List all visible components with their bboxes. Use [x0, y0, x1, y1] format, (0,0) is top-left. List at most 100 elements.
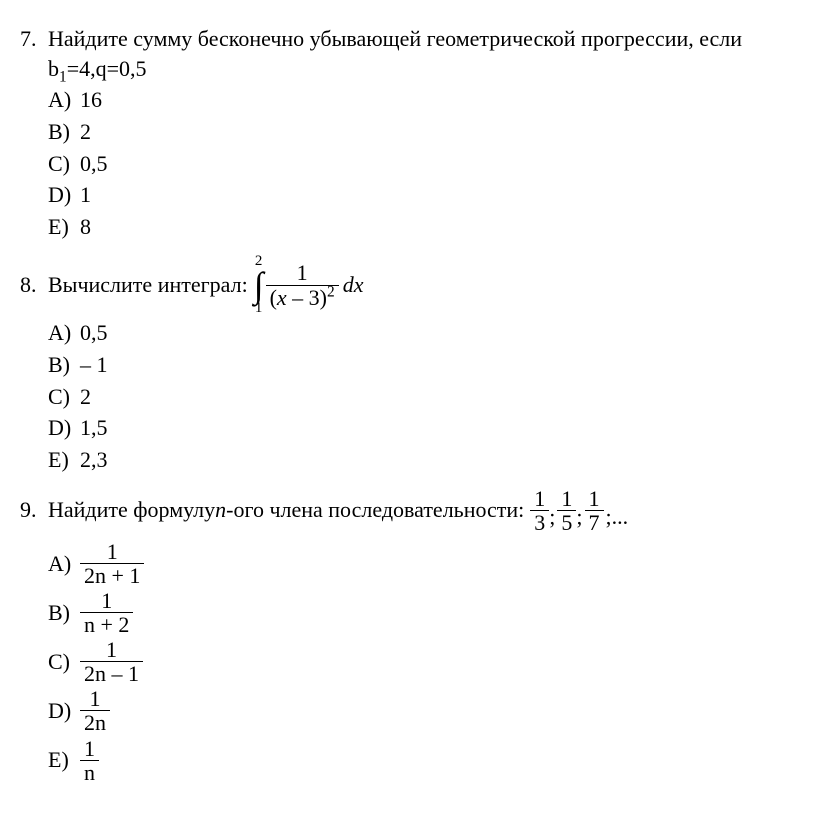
- den-pow: 2: [327, 283, 335, 300]
- option-7-B: B) 2: [48, 117, 796, 147]
- option-value: 2: [80, 117, 91, 147]
- option-7-D: D) 1: [48, 180, 796, 210]
- option-fraction: 1 n: [80, 737, 99, 784]
- sequence-separator: ;: [576, 502, 584, 532]
- page: 7. Найдите сумму бесконечно убывающей ге…: [0, 0, 816, 816]
- question-7-options: A) 16 B) 2 C) 0,5 D) 1 E) 8: [48, 85, 796, 241]
- option-value: – 1: [80, 350, 108, 380]
- option-8-B: B) – 1: [48, 350, 796, 380]
- question-9: 9. Найдите формулу n -ого члена последов…: [20, 487, 796, 784]
- seq-term-2: 1 5: [557, 487, 576, 534]
- option-8-D: D) 1,5: [48, 413, 796, 443]
- option-label: E): [48, 445, 80, 475]
- option-label: C): [48, 149, 80, 179]
- option-value: 1: [80, 180, 91, 210]
- fraction-numerator: 1: [266, 261, 339, 284]
- sequence: 1 3 ; 1 5 ; 1 7 ;...: [530, 487, 630, 534]
- fraction-denominator: 7: [585, 510, 604, 534]
- question-number: 9.: [20, 495, 48, 525]
- b-rest: =4,q=0,5: [67, 56, 147, 81]
- fraction-denominator: 2n + 1: [80, 563, 144, 587]
- question-text-after: -ого члена последовательности:: [226, 495, 524, 525]
- option-value: 1,5: [80, 413, 108, 443]
- b-var: b: [48, 56, 59, 81]
- fraction-numerator: 1: [80, 540, 144, 563]
- den-mid: – 3): [287, 285, 327, 310]
- option-label: D): [48, 413, 80, 443]
- option-label: B): [48, 117, 80, 147]
- option-label: B): [48, 598, 80, 628]
- fraction-denominator: 3: [530, 510, 549, 534]
- question-text-row: Вычислите интеграл: 2 ∫ 1 1 (x – 3)2 dx: [48, 254, 796, 316]
- integral-dx: dx: [343, 270, 364, 300]
- fraction-denominator: 2n: [80, 710, 110, 734]
- fraction-numerator: 1: [557, 487, 576, 510]
- option-fraction: 1 2n + 1: [80, 540, 144, 587]
- fraction-denominator: (x – 3)2: [266, 285, 339, 309]
- fraction-numerator: 1: [530, 487, 549, 510]
- option-8-E: E) 2,3: [48, 445, 796, 475]
- option-label: D): [48, 696, 80, 726]
- option-8-C: C) 2: [48, 382, 796, 412]
- option-9-A: A) 1 2n + 1: [48, 540, 796, 587]
- den-left: (: [270, 285, 277, 310]
- option-label: A): [48, 85, 80, 115]
- fraction-denominator: n: [80, 760, 99, 784]
- question-number: 7.: [20, 24, 48, 54]
- fraction-numerator: 1: [585, 487, 604, 510]
- fraction-numerator: 1: [80, 638, 143, 661]
- n-variable: n: [215, 495, 226, 525]
- integral-fraction: 1 (x – 3)2: [266, 261, 339, 308]
- question-8: 8. Вычислите интеграл: 2 ∫ 1 1 (x – 3)2: [20, 254, 796, 475]
- seq-term-1: 1 3: [530, 487, 549, 534]
- option-label: D): [48, 180, 80, 210]
- option-label: C): [48, 647, 80, 677]
- integral: 2 ∫ 1 1 (x – 3)2 dx: [254, 254, 364, 316]
- option-label: A): [48, 549, 80, 579]
- question-text: Вычислите интеграл:: [48, 270, 248, 300]
- option-label: B): [48, 350, 80, 380]
- question-text-row: Найдите формулу n -ого члена последовате…: [48, 487, 796, 534]
- option-label: C): [48, 382, 80, 412]
- option-label: E): [48, 745, 80, 775]
- option-value: 16: [80, 85, 102, 115]
- option-9-C: C) 1 2n – 1: [48, 638, 796, 685]
- question-number: 8.: [20, 270, 48, 300]
- integral-sign-icon: ∫: [254, 269, 264, 301]
- integral-lower: 1: [255, 301, 263, 316]
- option-value: 0,5: [80, 318, 108, 348]
- question-text-before: Найдите формулу: [48, 495, 215, 525]
- question-7-params: b1=4,q=0,5: [48, 54, 796, 84]
- fraction-denominator: n + 2: [80, 612, 133, 636]
- integral-symbol: 2 ∫ 1: [254, 254, 264, 316]
- option-label: A): [48, 318, 80, 348]
- option-7-A: A) 16: [48, 85, 796, 115]
- option-value: 8: [80, 212, 91, 242]
- fraction-numerator: 1: [80, 687, 110, 710]
- option-fraction: 1 n + 2: [80, 589, 133, 636]
- option-fraction: 1 2n – 1: [80, 638, 143, 685]
- option-8-A: A) 0,5: [48, 318, 796, 348]
- option-7-C: C) 0,5: [48, 149, 796, 179]
- seq-term-3: 1 7: [585, 487, 604, 534]
- option-value: 2,3: [80, 445, 108, 475]
- question-text: Найдите сумму бесконечно убывающей геоме…: [48, 24, 796, 54]
- option-9-E: E) 1 n: [48, 737, 796, 784]
- question-8-options: A) 0,5 B) – 1 C) 2 D) 1,5 E) 2,3: [48, 318, 796, 474]
- option-label: E): [48, 212, 80, 242]
- sequence-separator: ;: [549, 502, 557, 532]
- fraction-numerator: 1: [80, 737, 99, 760]
- option-7-E: E) 8: [48, 212, 796, 242]
- option-fraction: 1 2n: [80, 687, 110, 734]
- sequence-dots: ;...: [606, 502, 631, 532]
- option-9-D: D) 1 2n: [48, 687, 796, 734]
- question-9-options: A) 1 2n + 1 B) 1 n + 2 C) 1 2n – 1: [48, 540, 796, 784]
- fraction-denominator: 5: [557, 510, 576, 534]
- question-7: 7. Найдите сумму бесконечно убывающей ге…: [20, 24, 796, 242]
- option-value: 2: [80, 382, 91, 412]
- b-subscript: 1: [59, 68, 67, 85]
- fraction-denominator: 2n – 1: [80, 661, 143, 685]
- den-var: x: [277, 285, 287, 310]
- option-9-B: B) 1 n + 2: [48, 589, 796, 636]
- option-value: 0,5: [80, 149, 108, 179]
